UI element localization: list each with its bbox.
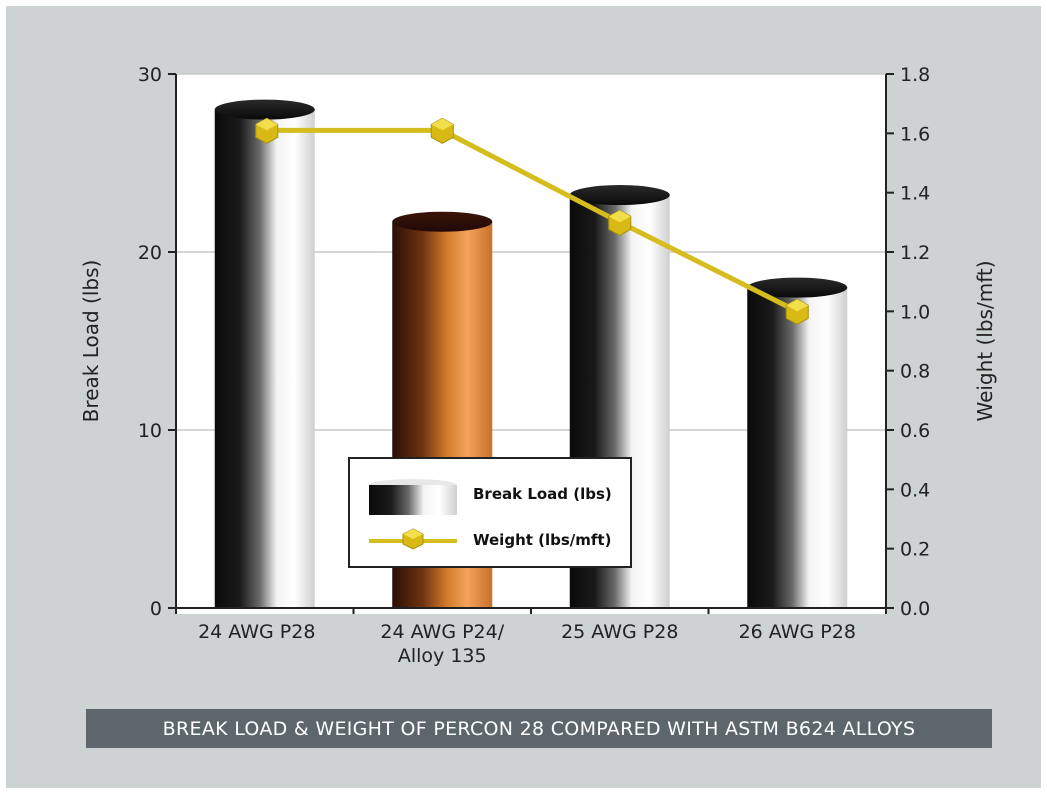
bar-top (569, 185, 670, 206)
marker-top (608, 210, 631, 223)
chart-svg: 0 10 20 30 0.0 0.2 0.4 0.6 0.8 1.0 1.2 1.4 1.6 1.8 24… (79, 64, 997, 667)
marker-top (431, 118, 454, 131)
bar-4 (747, 277, 848, 608)
tick-label-left: 30 (138, 64, 162, 86)
tick-label-right: 0.8 (900, 361, 930, 383)
chart-panel: 0 10 20 30 0.0 0.2 0.4 0.6 0.8 1.0 1.2 1.4 1.6 1.8 24… (6, 6, 1041, 788)
tick-label-right: 1.6 (900, 123, 930, 145)
weight-marker-3 (608, 209, 632, 236)
bar-top (392, 211, 493, 232)
bar-top (214, 99, 315, 120)
legend-marker-weight (402, 528, 424, 550)
tick-label-right: 1.2 (900, 242, 930, 264)
bar-top (747, 277, 848, 298)
tick-label-right: 0.6 (900, 420, 930, 442)
category-label-line: 25 AWG P28 (561, 621, 678, 643)
category-label: 25 AWG P28 (561, 621, 678, 643)
legend-item-break-load: Break Load (lbs) (350, 465, 630, 515)
legend-label-break-load: Break Load (lbs) (473, 485, 612, 503)
bar-body (214, 109, 315, 608)
legend: Break Load (lbs) Weight (lbs/mft) (348, 457, 632, 568)
legend-item-weight: Weight (lbs/mft) (350, 519, 630, 559)
y-axis-label-right: Weight (lbs/mft) (973, 260, 997, 421)
legend-label-weight: Weight (lbs/mft) (473, 531, 612, 549)
y-axis-label-left: Break Load (lbs) (79, 260, 103, 423)
tick-label-right: 0.4 (900, 479, 930, 501)
category-label-line: Alloy 135 (398, 645, 487, 667)
weight-line (266, 127, 799, 314)
tick-label-right: 0.2 (900, 539, 930, 561)
marker-top (255, 118, 278, 131)
tick-label-right: 1.0 (900, 301, 930, 323)
weight-marker-2 (430, 117, 454, 144)
category-label-line: 24 AWG P24/ (380, 621, 504, 643)
weight-marker-1 (255, 117, 279, 144)
chart-caption: BREAK LOAD & WEIGHT OF PERCON 28 COMPARE… (86, 709, 992, 748)
category-label: 24 AWG P28 (198, 621, 315, 643)
category-label: 24 AWG P24/Alloy 135 (380, 621, 504, 667)
tick-label-right: 1.4 (900, 183, 930, 205)
tick-label-right: 1.8 (900, 64, 930, 86)
category-label-line: 24 AWG P28 (198, 621, 315, 643)
marker-top (786, 299, 809, 312)
category-label-line: 26 AWG P28 (739, 621, 856, 643)
category-label: 26 AWG P28 (739, 621, 856, 643)
bar-1 (214, 99, 315, 608)
tick-label-left: 10 (138, 420, 162, 442)
weight-marker-4 (785, 298, 809, 325)
tick-label-left: 0 (150, 598, 162, 620)
bar-body (747, 287, 848, 608)
legend-swatch-break-load (369, 479, 457, 515)
tick-label-left: 20 (138, 242, 162, 264)
tick-label-right: 0.0 (900, 598, 930, 620)
